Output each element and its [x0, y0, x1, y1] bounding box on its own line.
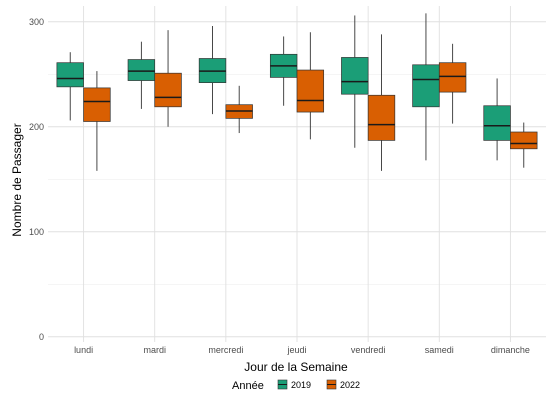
box-2019-jeudi [269, 36, 298, 106]
box-2019-lundi [56, 52, 84, 121]
box-2022-dimanche [510, 122, 538, 168]
legend-label-2019: 2019 [291, 380, 311, 390]
box-2022-jeudi [296, 32, 325, 140]
y-tick-label: 300 [29, 17, 44, 27]
box-2019-dimanche [483, 78, 511, 161]
x-tick-label: dimanche [491, 345, 530, 355]
box-2022-vendredi [367, 34, 396, 171]
y-tick-label: 0 [39, 332, 44, 342]
box-2019-mardi [127, 41, 156, 109]
box-body [56, 62, 84, 88]
y-tick-label: 200 [29, 122, 44, 132]
legend-title: Année [232, 380, 264, 392]
box-2022-lundi [83, 71, 111, 171]
box-body [412, 64, 440, 108]
box-body [127, 59, 156, 81]
legend: Année 2019 2022 [232, 379, 360, 392]
x-tick-label: samedi [425, 345, 454, 355]
x-tick-label: lundi [74, 345, 93, 355]
x-axis-title: Jour de la Semaine [244, 360, 348, 374]
box-2019-samedi [412, 13, 440, 161]
box-body [83, 87, 111, 122]
box-2019-vendredi [341, 15, 369, 148]
box-2019-mercredi [198, 25, 227, 115]
box-2022-samedi [438, 43, 467, 124]
legend-label-2022: 2022 [340, 380, 360, 390]
y-tick-label: 100 [29, 227, 44, 237]
ticks: 0 100 200 300 lundi mardi mercredi jeudi vendred… [29, 17, 530, 355]
box-body [483, 105, 511, 141]
box-body [510, 131, 538, 150]
y-axis-title: Nombre de Passager [10, 123, 24, 236]
x-tick-label: vendredi [351, 345, 386, 355]
box-body [341, 57, 369, 95]
x-tick-label: jeudi [286, 345, 306, 355]
box-body [438, 62, 467, 93]
boxes [56, 13, 538, 171]
box-2022-mercredi [225, 85, 253, 134]
box-body [154, 72, 182, 108]
box-2022-mardi [154, 30, 182, 127]
x-tick-label: mercredi [208, 345, 243, 355]
box-body [367, 94, 396, 141]
box-body [296, 69, 325, 113]
x-tick-label: mardi [143, 345, 166, 355]
